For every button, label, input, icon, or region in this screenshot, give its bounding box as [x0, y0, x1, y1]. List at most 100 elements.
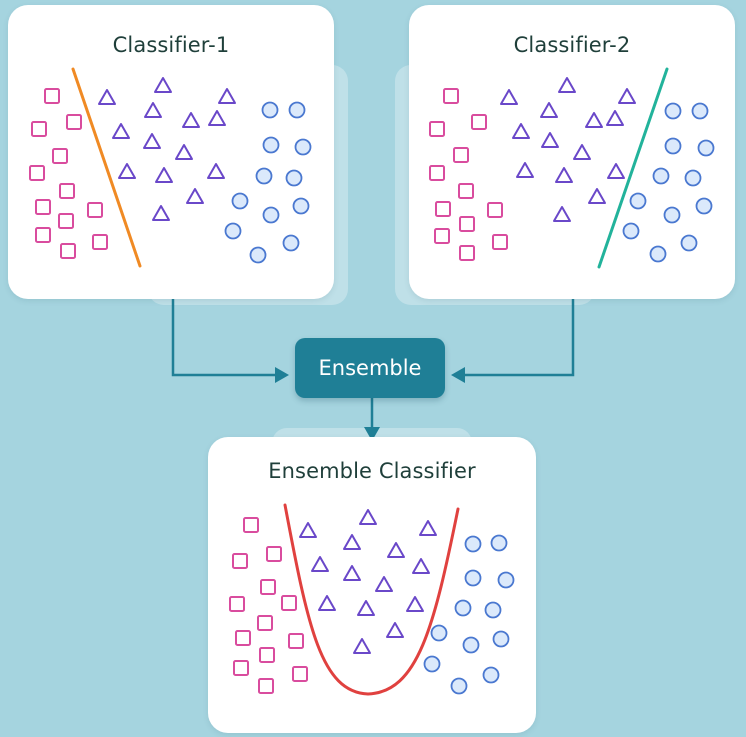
triangle-marker-icon — [299, 522, 317, 538]
circle-marker-icon — [261, 101, 279, 119]
circle-marker-icon — [622, 222, 640, 240]
square-marker-icon — [258, 678, 274, 694]
circle-marker-icon — [294, 138, 312, 156]
circle-marker-icon — [450, 677, 468, 695]
triangle-marker-icon — [558, 77, 576, 93]
triangle-marker-icon — [618, 88, 636, 104]
triangle-marker-icon — [359, 509, 377, 525]
triangle-marker-icon — [152, 205, 170, 221]
circle-marker-icon — [649, 245, 667, 263]
triangle-marker-icon — [357, 600, 375, 616]
triangle-marker-icon — [118, 163, 136, 179]
triangle-marker-icon — [186, 188, 204, 204]
circle-marker-icon — [282, 234, 300, 252]
classifier-1-card: Classifier-1 — [8, 5, 334, 299]
square-marker-icon — [429, 165, 445, 181]
triangle-marker-icon — [500, 89, 518, 105]
triangle-marker-icon — [143, 133, 161, 149]
classifier-1-title: Classifier-1 — [112, 33, 230, 57]
triangle-marker-icon — [318, 595, 336, 611]
square-marker-icon — [443, 88, 459, 104]
triangle-marker-icon — [144, 102, 162, 118]
square-marker-icon — [435, 201, 451, 217]
classifier-2-title: Classifier-2 — [513, 33, 631, 57]
square-marker-icon — [58, 213, 74, 229]
circle-marker-icon — [695, 197, 713, 215]
classifier-2-scatter — [429, 67, 715, 269]
square-marker-icon — [487, 202, 503, 218]
triangle-marker-icon — [512, 123, 530, 139]
circle-marker-icon — [462, 636, 480, 654]
square-marker-icon — [29, 165, 45, 181]
square-marker-icon — [458, 183, 474, 199]
triangle-marker-icon — [516, 162, 534, 178]
triangle-marker-icon — [311, 556, 329, 572]
triangle-marker-icon — [585, 112, 603, 128]
arrow-head-icon — [451, 367, 465, 383]
arrow-head-icon — [364, 427, 380, 441]
triangle-marker-icon — [353, 638, 371, 654]
triangle-marker-icon — [555, 167, 573, 183]
square-marker-icon — [31, 121, 47, 137]
decision-boundary-line — [71, 67, 142, 268]
square-marker-icon — [266, 546, 282, 562]
triangle-marker-icon — [419, 520, 437, 536]
classifier-1-scatter — [29, 67, 312, 268]
square-marker-icon — [229, 596, 245, 612]
circle-marker-icon — [249, 246, 267, 264]
circle-marker-icon — [684, 169, 702, 187]
triangle-marker-icon — [588, 188, 606, 204]
triangle-marker-icon — [573, 144, 591, 160]
triangle-marker-icon — [553, 206, 571, 222]
square-marker-icon — [52, 148, 68, 164]
circle-marker-icon — [492, 630, 510, 648]
square-marker-icon — [281, 595, 297, 611]
square-marker-icon — [60, 243, 76, 259]
triangle-marker-icon — [386, 622, 404, 638]
connector-c2-to-ensemble — [462, 298, 575, 377]
square-marker-icon — [429, 121, 445, 137]
circle-marker-icon — [224, 222, 242, 240]
square-marker-icon — [471, 114, 487, 130]
circle-marker-icon — [464, 569, 482, 587]
triangle-marker-icon — [98, 89, 116, 105]
circle-marker-icon — [629, 192, 647, 210]
square-marker-icon — [92, 234, 108, 250]
arrow-head-icon — [275, 367, 289, 383]
ensemble-classifier-card: Ensemble Classifier — [208, 437, 536, 733]
square-marker-icon — [260, 579, 276, 595]
triangle-marker-icon — [375, 576, 393, 592]
circle-marker-icon — [430, 624, 448, 642]
square-marker-icon — [434, 228, 450, 244]
circle-marker-icon — [423, 655, 441, 673]
square-marker-icon — [235, 630, 251, 646]
ensemble-node: Ensemble — [295, 338, 445, 398]
square-marker-icon — [288, 633, 304, 649]
square-marker-icon — [259, 647, 275, 663]
triangle-marker-icon — [343, 565, 361, 581]
square-marker-icon — [59, 183, 75, 199]
triangle-marker-icon — [175, 144, 193, 160]
triangle-marker-icon — [540, 102, 558, 118]
square-marker-icon — [35, 227, 51, 243]
triangle-marker-icon — [412, 558, 430, 574]
square-marker-icon — [44, 88, 60, 104]
circle-marker-icon — [652, 167, 670, 185]
square-marker-icon — [243, 517, 259, 533]
circle-marker-icon — [680, 234, 698, 252]
circle-marker-icon — [663, 206, 681, 224]
circle-marker-icon — [691, 102, 709, 120]
ensemble-classifier-scatter — [229, 503, 515, 696]
square-marker-icon — [492, 234, 508, 250]
decision-boundary-line — [597, 67, 669, 269]
circle-marker-icon — [664, 102, 682, 120]
square-marker-icon — [232, 553, 248, 569]
square-marker-icon — [35, 199, 51, 215]
triangle-marker-icon — [343, 534, 361, 550]
circle-marker-icon — [464, 535, 482, 553]
circle-marker-icon — [288, 101, 306, 119]
square-marker-icon — [459, 245, 475, 261]
triangle-marker-icon — [387, 542, 405, 558]
circle-marker-icon — [285, 169, 303, 187]
